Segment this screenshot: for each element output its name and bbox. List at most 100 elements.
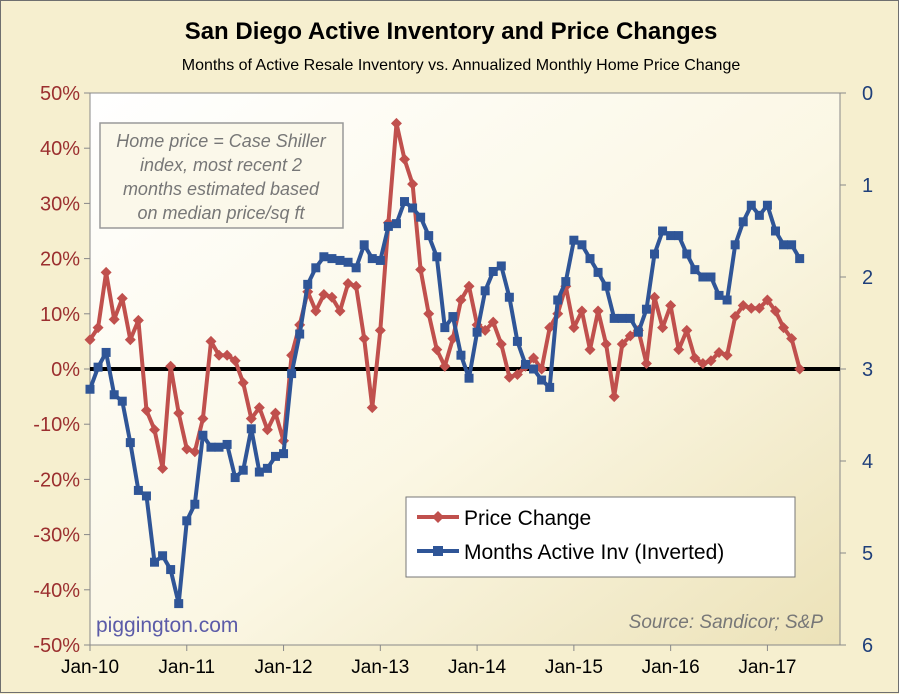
inventory-point <box>682 249 692 259</box>
inventory-point <box>416 212 426 222</box>
price-change-point <box>487 316 499 328</box>
watermark: piggington.com <box>96 614 238 637</box>
inventory-point <box>182 516 192 526</box>
inventory-point <box>335 255 345 265</box>
price-change-point <box>624 330 636 342</box>
price-change-point <box>761 294 773 306</box>
inventory-point <box>617 313 627 323</box>
price-change-point <box>358 333 370 345</box>
inventory-point <box>472 327 482 337</box>
inventory-point <box>730 240 740 250</box>
inventory-point <box>585 254 595 264</box>
price-change-point <box>600 338 612 350</box>
inventory-point <box>641 304 651 314</box>
inventory-point <box>625 313 635 323</box>
inventory-point <box>343 257 353 267</box>
annotation-line-1: Home price = Case Shiller <box>116 131 327 151</box>
price-change-point <box>665 300 677 312</box>
inventory-point <box>93 362 103 372</box>
price-change-point <box>197 413 209 425</box>
inventory-point <box>480 286 490 296</box>
inventory-point <box>158 551 168 561</box>
inventory-point <box>383 221 393 231</box>
price-change-point <box>778 322 790 334</box>
price-change-point <box>786 333 798 345</box>
price-change-point <box>374 324 386 336</box>
right-tick-label: 5 <box>862 543 873 565</box>
legend-inventory-marker <box>433 546 443 556</box>
series-layer <box>84 117 806 609</box>
inventory-point <box>150 557 160 567</box>
inventory-point <box>504 292 514 302</box>
inventory-point <box>795 254 805 264</box>
inventory-point <box>698 272 708 282</box>
price-change-point <box>399 153 411 165</box>
price-change-point <box>769 305 781 317</box>
inventory-point <box>787 240 797 250</box>
x-tick-label: Jan-14 <box>448 657 507 678</box>
price-change-point <box>681 324 693 336</box>
left-tick-label: 50% <box>40 83 80 105</box>
price-change-point <box>116 292 128 304</box>
inventory-point <box>222 439 232 449</box>
inventory-point <box>754 210 764 220</box>
price-change-point <box>334 305 346 317</box>
inventory-point <box>295 329 305 339</box>
inventory-point <box>319 252 329 262</box>
x-tick-label: Jan-12 <box>254 657 312 678</box>
inventory-point <box>569 235 579 245</box>
legend-price-marker <box>432 511 444 523</box>
inventory-point <box>666 231 676 241</box>
inventory-point <box>262 463 272 473</box>
inventory-point <box>311 263 321 273</box>
price-change-point <box>544 322 556 334</box>
inventory-point <box>770 226 780 236</box>
inventory-point <box>400 197 410 207</box>
price-change-point <box>149 424 161 436</box>
inventory-point <box>206 442 216 452</box>
inventory-point <box>779 240 789 250</box>
x-tick-label: Jan-10 <box>61 657 119 678</box>
left-tick-label: -50% <box>33 635 80 657</box>
inventory-point <box>714 290 724 300</box>
price-change-point <box>132 314 144 326</box>
price-change-point <box>108 313 120 325</box>
price-change-point <box>608 391 620 403</box>
source-note: Source: Sandicor; S&P <box>629 612 824 633</box>
price-change-point <box>649 291 661 303</box>
price-change-point <box>350 280 362 292</box>
price-change-point <box>124 334 136 346</box>
price-change-point <box>584 344 596 356</box>
price-change-point <box>245 413 257 425</box>
price-change-point <box>390 117 402 129</box>
chart-subtitle: Months of Active Resale Inventory vs. An… <box>182 57 741 74</box>
price-change-point <box>511 369 523 381</box>
price-change-point <box>366 402 378 414</box>
inventory-point <box>238 465 248 475</box>
price-change-point <box>479 324 491 336</box>
inventory-point <box>561 277 571 287</box>
price-change-point <box>165 360 177 372</box>
inventory-point <box>408 203 418 213</box>
price-change-point <box>576 305 588 317</box>
annotation-line-2: index, most recent 2 <box>140 155 302 175</box>
inventory-point <box>367 254 377 264</box>
inventory-point <box>722 295 732 305</box>
inventory-point <box>609 313 619 323</box>
price-change-point <box>189 446 201 458</box>
legend-price-label: Price Change <box>464 507 591 530</box>
inventory-point <box>601 281 611 291</box>
inventory-point <box>738 217 748 227</box>
inventory-point <box>375 255 385 265</box>
price-change-point <box>729 311 741 323</box>
inventory-point <box>424 231 434 241</box>
price-change-point <box>221 349 233 361</box>
inventory-point <box>448 312 458 322</box>
price-change-point <box>689 352 701 364</box>
inventory-point <box>214 442 224 452</box>
inventory-point <box>658 226 668 236</box>
left-tick-label: -20% <box>33 469 80 491</box>
right-tick-label: 0 <box>862 83 873 105</box>
inventory-point <box>706 272 716 282</box>
